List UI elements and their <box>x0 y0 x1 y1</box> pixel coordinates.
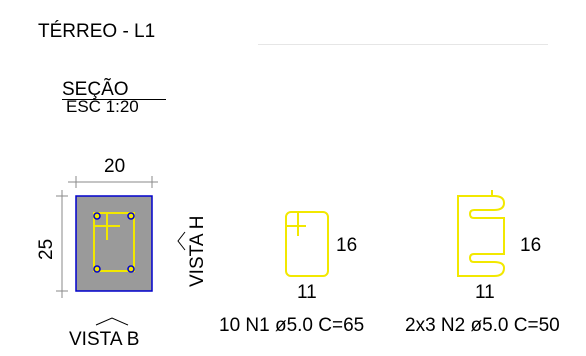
stirrup-n2-height-label: 16 <box>520 235 542 256</box>
section-scale: ESC 1:20 <box>66 97 139 116</box>
column-section <box>75 195 153 292</box>
stirrup-n1-caption: 10 N1 ø5.0 C=65 <box>219 315 365 336</box>
section-label: SEÇÃO <box>62 79 129 100</box>
view-h-label: VISTA H <box>187 215 208 287</box>
stirrup-n1-width-label: 11 <box>297 282 317 303</box>
stirrup-n1-shape <box>285 211 329 277</box>
stirrup-n2-shape <box>457 195 506 277</box>
title-divider-line <box>258 44 548 45</box>
section-stirrup <box>93 212 135 272</box>
view-b-arrow <box>95 317 129 326</box>
column-dimension-lines <box>56 176 158 298</box>
column-width-label: 20 <box>104 156 126 177</box>
rebar-dots <box>93 212 135 273</box>
view-h-arrow <box>177 231 186 251</box>
page-title: TÉRREO - L1 <box>38 21 156 42</box>
section-underline <box>62 99 166 100</box>
stirrup-n2-caption: 2x3 N2 ø5.0 C=50 <box>405 315 560 336</box>
stirrup-n2-width-label: 11 <box>475 282 495 303</box>
column-height-label: 25 <box>36 238 57 260</box>
view-b-label: VISTA B <box>69 329 140 350</box>
stirrup-n1-height-label: 16 <box>336 235 358 256</box>
